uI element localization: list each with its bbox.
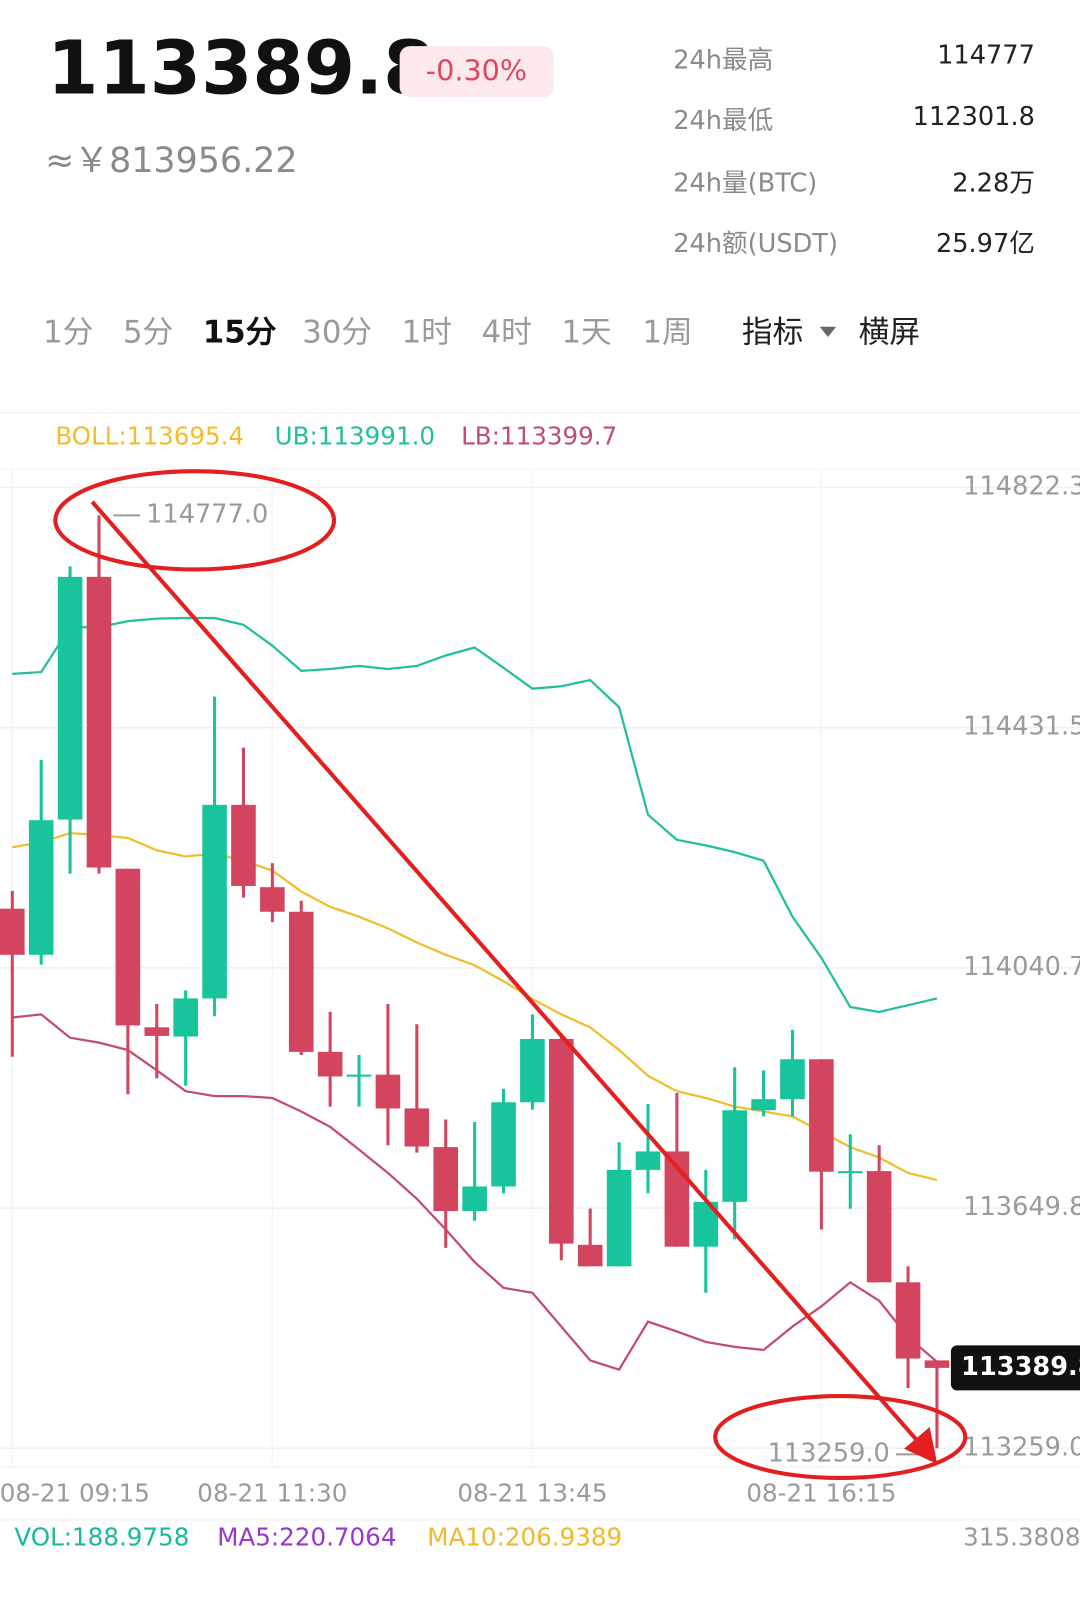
candle-body [202, 804, 227, 999]
candle-body [866, 1171, 892, 1283]
change: -0.30% [426, 54, 527, 88]
circle [53, 469, 337, 572]
max-label: 114777.0 [146, 499, 268, 529]
y-tick-label: 114822.3 [963, 472, 1080, 502]
stat-value: 112301.8 [913, 102, 1035, 132]
candle-body [809, 1059, 834, 1172]
stats: 24h最高 114777 24h最低 112301.8 24h量(BTC) 2.… [673, 40, 1035, 258]
x-tick-label: 08-21 16:15 [746, 1478, 896, 1507]
candle-body [924, 1360, 950, 1368]
candle-body [0, 908, 25, 955]
candle-body [549, 1038, 574, 1244]
stat-label: 24h额(USDT) [673, 229, 838, 259]
candle-body [288, 911, 314, 1052]
candle-body [635, 1151, 661, 1170]
candle-body [317, 1051, 343, 1077]
candle-body [28, 820, 54, 955]
x-tick-label: 08-21 13:45 [457, 1478, 607, 1507]
y-tick-label: 113259.0 [963, 1432, 1080, 1462]
candle-body [115, 868, 141, 1026]
price-tag [950, 1345, 1080, 1391]
candle-body [606, 1169, 632, 1267]
candle-body [231, 804, 256, 886]
timeframe-tab[interactable]: 5分 [123, 314, 173, 350]
dropdown-arrow [819, 326, 837, 337]
change-pill [399, 46, 554, 98]
stat-label: 24h最低 [673, 106, 773, 136]
candle-body [491, 1102, 516, 1187]
stat-value: 25.97亿 [936, 229, 1035, 259]
volume-legend: MA10:206.9389 [427, 1522, 622, 1551]
candle-body [751, 1099, 776, 1111]
timeframe-tab[interactable]: 30分 [302, 314, 372, 350]
candle-body [433, 1147, 459, 1212]
arrow-line [90, 500, 924, 1448]
volume-tick-label: 315.3808 [963, 1522, 1080, 1551]
candle-body [520, 1038, 545, 1103]
x-tick-label: 08-21 09:15 [0, 1478, 150, 1507]
candle-body [780, 1059, 805, 1100]
landscape-tab[interactable]: 横屏 [859, 314, 920, 350]
x-tick-label: 08-21 11:30 [197, 1478, 347, 1507]
cny-price: ≈￥813956.22 [45, 141, 297, 181]
chart: 114822.3 114431.5 114040.7 113649.8 113259.0… [0, 421, 1080, 1551]
candle-body [57, 576, 83, 820]
stat-value: 2.28万 [952, 168, 1035, 198]
candle-body [404, 1108, 430, 1147]
tabs: 1分 5分 15分 30分 1时 4时 1天 1周 [43, 314, 693, 350]
annotation [53, 469, 968, 1481]
stat-label: 24h最高 [673, 45, 773, 75]
candle-body [462, 1186, 487, 1212]
stat-value: 114777 [937, 40, 1035, 70]
candle-body [577, 1244, 603, 1267]
candle-body [895, 1282, 921, 1359]
candle-body [86, 576, 112, 868]
min-label: 113259.0 [768, 1438, 890, 1468]
candle-body [837, 1171, 863, 1174]
boll-line [12, 616, 938, 1014]
timeframe-tab[interactable]: 4时 [482, 314, 532, 350]
price: 113389.8 [47, 27, 434, 112]
volume-legend: VOL:188.9758 [14, 1522, 189, 1551]
candle-body [722, 1110, 747, 1202]
timeframe-tab[interactable]: 1周 [642, 314, 692, 350]
circle [713, 1393, 968, 1481]
timeframe-tab[interactable]: 1天 [562, 314, 612, 350]
legend-entry: UB:113991.0 [275, 421, 435, 450]
indicator-tab[interactable]: 指标 [742, 314, 803, 350]
timeframe-tab[interactable]: 1时 [402, 314, 452, 350]
timeframe-tab[interactable]: 1分 [43, 314, 93, 350]
legend-entry: LB:113399.7 [461, 421, 617, 450]
candle-body [173, 998, 198, 1037]
legend-entry: BOLL:113695.4 [55, 421, 244, 450]
candle-body [375, 1074, 401, 1109]
arrow-head [904, 1427, 938, 1465]
timeframe-tab[interactable]: 15分 [203, 314, 277, 350]
candle-body [144, 1027, 170, 1036]
boll-line [12, 831, 938, 1182]
boll-line [12, 1013, 938, 1371]
y-tick-label: 113649.8 [963, 1192, 1080, 1222]
volume-legend: MA5:220.7064 [217, 1522, 396, 1551]
stat-label: 24h量(BTC) [673, 168, 817, 198]
y-tick-label: 114431.5 [963, 712, 1080, 742]
price-tag-label: 113389.8 [961, 1352, 1080, 1382]
y-tick-label: 114040.7 [963, 952, 1080, 982]
candle-body [346, 1074, 372, 1077]
candle-body [260, 887, 285, 912]
